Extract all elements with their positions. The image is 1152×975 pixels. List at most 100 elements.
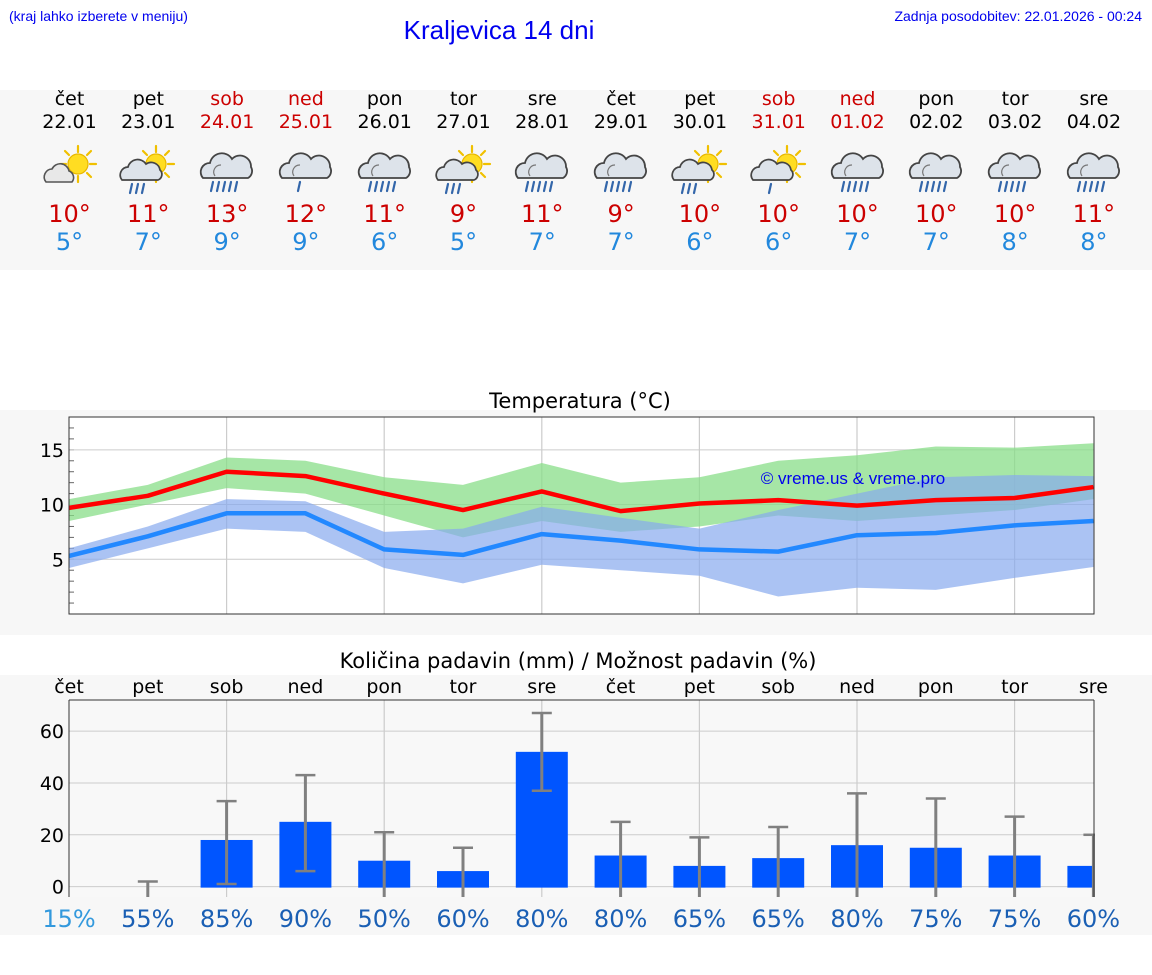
day-column: pet 30.01 10° 6°: [660, 88, 739, 256]
precip-probability-label: 60%: [436, 905, 489, 933]
temp-max-point: [698, 502, 700, 504]
temp-min-point: [383, 548, 385, 550]
precip-probability-label: 15%: [42, 905, 95, 933]
day-date: 03.02: [987, 111, 1043, 133]
max-temp: 10°: [836, 200, 879, 228]
cloud-rain-icon: [909, 152, 963, 193]
temp-y-tick-label: 5: [52, 549, 64, 571]
day-column: pon 02.02 10° 7°: [897, 88, 976, 256]
min-temp: 6°: [371, 228, 399, 256]
temp-min-point: [698, 548, 700, 550]
day-date: 02.02: [909, 111, 964, 133]
min-temp: 7°: [528, 228, 556, 256]
min-temp: 7°: [607, 228, 635, 256]
max-temp: 10°: [757, 200, 800, 228]
precip-probability-label: 60%: [1067, 905, 1120, 933]
day-column: sre 28.01 11° 7°: [503, 88, 582, 256]
max-temp: 10°: [678, 200, 722, 228]
cloud-rain-icon: [515, 152, 569, 193]
day-date: 28.01: [515, 111, 570, 133]
precip-probability-label: 80%: [515, 905, 568, 933]
min-temp: 7°: [922, 228, 950, 256]
precip-category-label: tor: [1001, 676, 1028, 698]
day-column: tor 03.02 10° 8°: [976, 88, 1055, 256]
precip-category-label: čet: [606, 676, 636, 698]
temp-min-point: [856, 534, 858, 536]
precip-category-label: ned: [839, 676, 875, 698]
temp-max-point: [1014, 497, 1016, 499]
temp-max-point: [147, 495, 149, 497]
temp-chart-title: Temperatura (°C): [488, 389, 671, 413]
day-date: 26.01: [357, 111, 412, 133]
cloud-rain-icon: [1066, 152, 1120, 193]
temp-min-line: [68, 511, 1094, 559]
day-name: čet: [54, 88, 85, 110]
day-name: tor: [1001, 88, 1029, 110]
precip-category-label: tor: [450, 676, 477, 698]
forecast-band: [0, 90, 1152, 270]
last-update-text: Zadnja posodobitev: 22.01.2026 - 00:24: [894, 8, 1142, 24]
page-title: Kraljevica 14 dni: [403, 15, 595, 45]
temp-min-point: [1014, 524, 1016, 526]
day-date: 30.01: [672, 111, 728, 133]
daily-forecast-strip: čet 22.01 10° 5° pet 23.01 11°: [0, 88, 1152, 258]
min-temp: 8°: [1080, 228, 1108, 256]
temp-max-point: [777, 499, 779, 501]
precip-category-label: čet: [54, 676, 84, 698]
day-name: ned: [839, 88, 876, 110]
day-name: sob: [210, 88, 244, 110]
precip-category-label: pet: [684, 676, 715, 698]
min-temp: 9°: [213, 228, 241, 256]
day-date: 23.01: [121, 111, 176, 133]
temp-min-point: [462, 554, 464, 556]
day-column: tor 27.01 9° 5°: [424, 88, 503, 256]
sun-cloud-light-rain-icon: [750, 144, 806, 195]
day-column: čet 22.01 10° 5°: [30, 88, 109, 256]
max-temp: 12°: [284, 200, 328, 228]
temp-min-point: [541, 533, 543, 535]
precip-probability-label: 50%: [358, 905, 411, 933]
day-date: 25.01: [278, 111, 334, 133]
temp-min-point: [777, 551, 779, 553]
day-column: sob 31.01 10° 6°: [739, 88, 818, 256]
precip-category-label: sre: [527, 676, 556, 698]
min-temp: 9°: [292, 228, 320, 256]
cloud-rain-icon: [987, 152, 1042, 193]
partly-sunny-cloud-icon: [43, 144, 97, 184]
max-temp: 13°: [205, 200, 249, 228]
precip-probability-label: 75%: [909, 905, 962, 933]
day-name: ned: [287, 88, 324, 110]
temp-y-tick-label: 15: [40, 440, 64, 462]
day-name: sre: [1079, 88, 1109, 110]
max-temp: 11°: [1072, 200, 1116, 228]
day-name: pon: [366, 88, 403, 110]
max-temp: 9°: [607, 200, 635, 228]
day-name: sre: [527, 88, 557, 110]
min-temp: 6°: [765, 228, 793, 256]
day-date: 04.02: [1066, 111, 1122, 133]
precip-category-label: pon: [366, 676, 402, 698]
temp-max-point: [383, 493, 385, 495]
day-name: tor: [450, 88, 477, 110]
location-menu-hint[interactable]: (kraj lahko izberete v meniju): [9, 8, 188, 24]
day-date: 01.02: [830, 111, 885, 133]
temp-min-point: [935, 532, 937, 534]
max-temp: 10°: [915, 200, 958, 228]
precip-probability-label: 55%: [121, 905, 174, 933]
day-column: sob 24.01 13° 9°: [188, 88, 267, 256]
temp-max-point: [226, 471, 228, 473]
cloud-rain-icon: [357, 152, 411, 193]
temp-max-point: [620, 510, 622, 512]
day-column: pon 26.01 11° 6°: [345, 88, 424, 256]
day-column: ned 01.02 10° 7°: [818, 88, 897, 256]
precip-category-label: sre: [1079, 676, 1108, 698]
day-name: pet: [132, 88, 164, 110]
temp-plot-frame: [68, 416, 1095, 615]
sun-cloud-rain-icon: [671, 144, 727, 195]
precip-probability-label: 85%: [200, 905, 253, 933]
cloud-rain-icon: [199, 152, 254, 193]
precip-category-label: sob: [210, 676, 244, 698]
precip-bar: [1067, 865, 1094, 888]
temp-max-point: [541, 490, 543, 492]
temp-min-point: [620, 540, 622, 542]
